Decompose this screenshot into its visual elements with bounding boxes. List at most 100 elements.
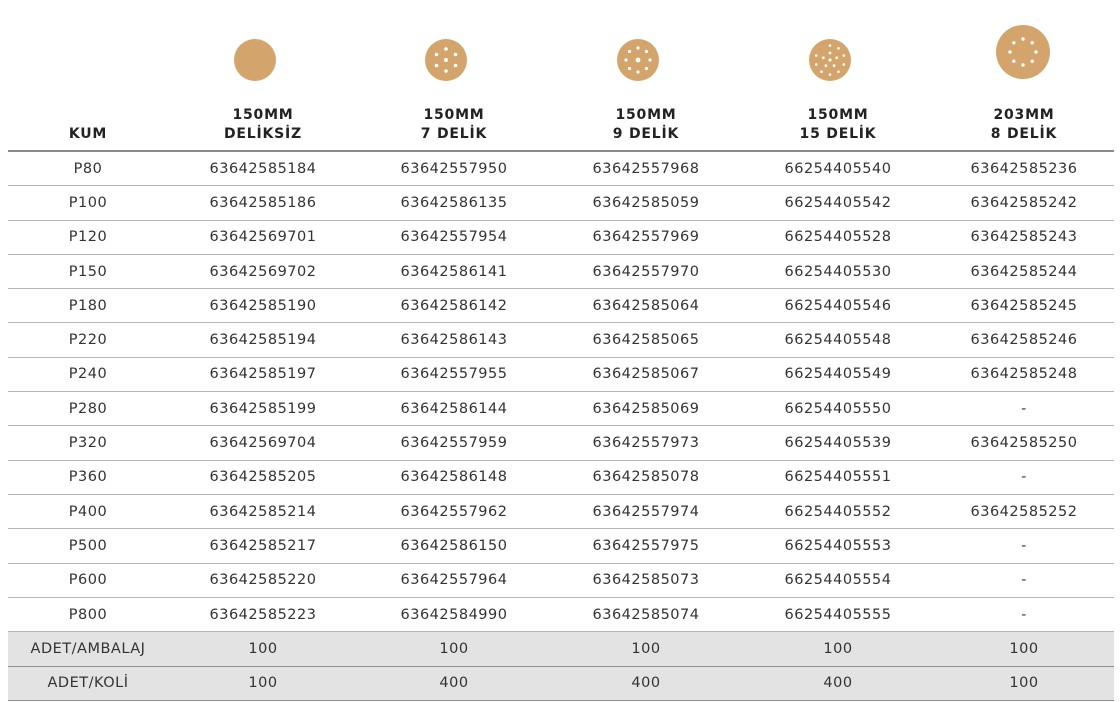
cell-code-203mm-8-holes: - — [934, 597, 1114, 633]
cell-code-150mm-15-holes: 66254405528 — [742, 220, 934, 255]
cell-code-203mm-8-holes: 63642585248 — [934, 357, 1114, 393]
cell-code-203mm-8-holes: 63642585244 — [934, 254, 1114, 290]
footer-row-per-box: ADET/KOLİ 100 400 400 400 100 — [8, 666, 1114, 702]
cell-code-150mm-7-holes: 63642557959 — [358, 425, 550, 461]
table-row: P280 63642585199 63642586144 63642585069 662… — [8, 391, 1114, 427]
cell-code-150mm-no-holes: 63642585199 — [168, 391, 358, 427]
cell-code-150mm-15-holes: 66254405552 — [742, 494, 934, 530]
cell-code-203mm-8-holes: 63642585250 — [934, 425, 1114, 461]
header-kum: KUM — [8, 98, 168, 152]
table-row: P120 63642569701 63642557954 63642557969 662… — [8, 220, 1114, 255]
cell-code-150mm-15-holes: 66254405542 — [742, 185, 934, 221]
cell-grit: P800 — [8, 597, 168, 633]
cell-code-150mm-15-holes: 66254405540 — [742, 151, 934, 187]
cell-code-150mm-7-holes: 63642584990 — [358, 597, 550, 633]
header-150mm-7-holes: 150MM 7 DELİK — [358, 98, 550, 152]
cell-grit: P280 — [8, 391, 168, 427]
table-row: P600 63642585220 63642557964 63642585073 662… — [8, 563, 1114, 598]
cell-code-203mm-8-holes: 63642585242 — [934, 185, 1114, 221]
cell-code-203mm-8-holes: - — [934, 460, 1114, 495]
cell-code-203mm-8-holes: - — [934, 563, 1114, 598]
table-row: P80 63642585184 63642557950 63642557968 6625… — [8, 151, 1114, 187]
cell-grit: P360 — [8, 460, 168, 495]
cell-code-150mm-no-holes: 63642585190 — [168, 288, 358, 324]
cell-code-150mm-9-holes: 63642585065 — [550, 322, 742, 358]
cell-code-203mm-8-holes: 63642585243 — [934, 220, 1114, 255]
cell-code-150mm-7-holes: 63642586142 — [358, 288, 550, 324]
cell-code-203mm-8-holes: 63642585245 — [934, 288, 1114, 324]
cell-code-150mm-no-holes: 63642585197 — [168, 357, 358, 393]
cell-code-150mm-no-holes: 63642585220 — [168, 563, 358, 598]
cell-code-150mm-7-holes: 63642557954 — [358, 220, 550, 255]
cell-code-150mm-7-holes: 63642586150 — [358, 528, 550, 564]
footer-value: 400 — [742, 666, 934, 702]
cell-code-150mm-no-holes: 63642569702 — [168, 254, 358, 290]
cell-code-150mm-no-holes: 63642585214 — [168, 494, 358, 530]
footer-value: 100 — [934, 631, 1114, 667]
cell-code-150mm-7-holes: 63642586141 — [358, 254, 550, 290]
table-row: P240 63642585197 63642557955 63642585067 662… — [8, 357, 1114, 393]
cell-code-150mm-15-holes: 66254405550 — [742, 391, 934, 427]
cell-grit: P220 — [8, 322, 168, 358]
footer-value: 100 — [934, 666, 1114, 702]
header-150mm-9-holes: 150MM 9 DELİK — [550, 98, 742, 152]
cell-code-150mm-no-holes: 63642585194 — [168, 322, 358, 358]
product-table-container: KUM 150MM DELİKSİZ 150MM 7 DELİK 150MM 9 DE… — [8, 0, 1114, 702]
cell-grit: P320 — [8, 425, 168, 461]
table-row: P100 63642585186 63642586135 63642585059 662… — [8, 185, 1114, 221]
cell-code-150mm-no-holes: 63642585186 — [168, 185, 358, 221]
cell-grit: P400 — [8, 494, 168, 530]
table-row: P220 63642585194 63642586143 63642585065 662… — [8, 322, 1114, 358]
table-row: P180 63642585190 63642586142 63642585064 662… — [8, 288, 1114, 324]
footer-value: 100 — [742, 631, 934, 667]
cell-code-150mm-7-holes: 63642557962 — [358, 494, 550, 530]
cell-code-150mm-7-holes: 63642586135 — [358, 185, 550, 221]
cell-code-150mm-7-holes: 63642586144 — [358, 391, 550, 427]
footer-value: 100 — [168, 666, 358, 702]
cell-grit: P150 — [8, 254, 168, 290]
cell-code-150mm-9-holes: 63642557968 — [550, 151, 742, 187]
cell-code-150mm-15-holes: 66254405554 — [742, 563, 934, 598]
cell-code-150mm-no-holes: 63642585223 — [168, 597, 358, 633]
header-150mm-no-holes: 150MM DELİKSİZ — [168, 98, 358, 152]
footer-value: 100 — [168, 631, 358, 667]
cell-code-150mm-9-holes: 63642585067 — [550, 357, 742, 393]
cell-code-203mm-8-holes: - — [934, 391, 1114, 427]
table-row: P150 63642569702 63642586141 63642557970 662… — [8, 254, 1114, 290]
cell-code-150mm-9-holes: 63642557973 — [550, 425, 742, 461]
cell-code-150mm-15-holes: 66254405539 — [742, 425, 934, 461]
cell-code-150mm-9-holes: 63642585069 — [550, 391, 742, 427]
cell-code-150mm-no-holes: 63642585217 — [168, 528, 358, 564]
table-row: P320 63642569704 63642557959 63642557973 662… — [8, 425, 1114, 461]
cell-code-150mm-15-holes: 66254405530 — [742, 254, 934, 290]
cell-code-150mm-15-holes: 66254405551 — [742, 460, 934, 495]
cell-grit: P120 — [8, 220, 168, 255]
disc-icons-row — [8, 0, 1114, 98]
cell-code-150mm-7-holes: 63642557950 — [358, 151, 550, 187]
cell-grit: P180 — [8, 288, 168, 324]
cell-code-150mm-7-holes: 63642557964 — [358, 563, 550, 598]
cell-grit: P500 — [8, 528, 168, 564]
cell-code-150mm-15-holes: 66254405549 — [742, 357, 934, 393]
cell-code-150mm-9-holes: 63642585064 — [550, 288, 742, 324]
disc-7-holes-icon — [425, 39, 467, 81]
cell-grit: P100 — [8, 185, 168, 221]
disc-15-holes-icon — [809, 39, 851, 81]
cell-code-150mm-9-holes: 63642585073 — [550, 563, 742, 598]
cell-code-203mm-8-holes: 63642585246 — [934, 322, 1114, 358]
cell-code-150mm-7-holes: 63642557955 — [358, 357, 550, 393]
cell-code-150mm-9-holes: 63642557969 — [550, 220, 742, 255]
cell-code-150mm-no-holes: 63642569704 — [168, 425, 358, 461]
cell-code-150mm-9-holes: 63642557970 — [550, 254, 742, 290]
cell-code-150mm-7-holes: 63642586148 — [358, 460, 550, 495]
cell-code-203mm-8-holes: 63642585252 — [934, 494, 1114, 530]
disc-9-holes-icon — [617, 39, 659, 81]
table-header-row: KUM 150MM DELİKSİZ 150MM 7 DELİK 150MM 9 DE… — [8, 98, 1114, 152]
table-row: P400 63642585214 63642557962 63642557974 662… — [8, 494, 1114, 530]
footer-value: 100 — [358, 631, 550, 667]
cell-code-150mm-no-holes: 63642569701 — [168, 220, 358, 255]
cell-code-203mm-8-holes: 63642585236 — [934, 151, 1114, 187]
header-203mm-8-holes: 203MM 8 DELİK — [934, 98, 1114, 152]
disc-8-holes-large-icon — [996, 25, 1050, 79]
header-150mm-15-holes: 150MM 15 DELİK — [742, 98, 934, 152]
